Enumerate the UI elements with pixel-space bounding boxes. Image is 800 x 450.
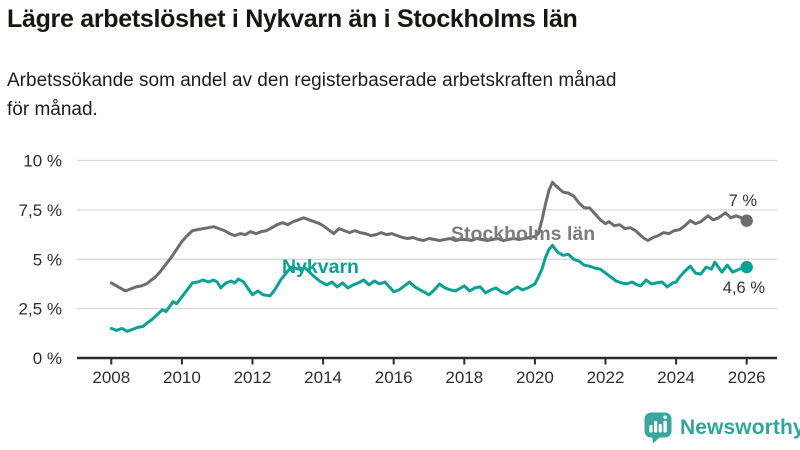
newsworthy-logo-icon: [644, 412, 672, 444]
series-label-stockholms-l-n: Stockholms län: [451, 223, 595, 245]
end-dot-stockholms-l-n: [740, 214, 753, 227]
series-lines: [109, 180, 749, 333]
x-tick-label: 2010: [163, 368, 201, 387]
newsworthy-logo: Newsworthy: [643, 411, 800, 444]
x-tick-label: 2024: [657, 368, 695, 387]
series-end-dots: [740, 214, 753, 274]
x-tick-label: 2012: [234, 368, 272, 387]
x-tick-label: 2014: [304, 368, 342, 387]
x-axis: 2008 2010 2012 2014 2016 2018 2020 2022 2024 2026: [77, 356, 777, 387]
end-value-label-nykvarn: 4,6 %: [723, 279, 766, 297]
x-tick-label: 2022: [587, 368, 625, 387]
y-axis-labels: 0 % 2,5 % 5 % 7,5 % 10 %: [19, 152, 62, 369]
x-tick-label: 2008: [92, 368, 130, 387]
y-tick-label: 10 %: [23, 152, 62, 171]
y-tick-label: 7,5 %: [19, 201, 62, 220]
newsworthy-logo-text: Newsworthy: [680, 415, 800, 439]
chart-title: Lägre arbetslöshet i Nykvarn än i Stockh…: [7, 5, 578, 33]
series-labels: Stockholms län Nykvarn: [282, 223, 595, 278]
x-tick-label: 2026: [728, 368, 766, 387]
chart-subtitle-line1: Arbetssökande som andel av den registerb…: [7, 70, 617, 91]
x-tick-label: 2016: [375, 368, 413, 387]
x-tick-label: 2020: [516, 368, 554, 387]
series-line-stockholms-l-n: [109, 180, 749, 293]
end-value-label-stockholms-l-n: 7 %: [729, 192, 758, 210]
y-tick-label: 5 %: [33, 250, 62, 269]
chart-subtitle: Arbetssökande som andel av den registerb…: [7, 66, 787, 124]
end-dot-nykvarn: [740, 260, 753, 274]
gridlines: [77, 159, 777, 310]
series-label-nykvarn: Nykvarn: [282, 256, 359, 278]
chart-subtitle-line2: för månad.: [7, 99, 98, 120]
y-tick-label: 0 %: [33, 349, 62, 368]
y-tick-label: 2,5 %: [19, 300, 62, 319]
series-line-nykvarn: [109, 243, 749, 333]
end-value-annotations: 7 % 4,6 %: [723, 192, 766, 297]
x-tick-label: 2018: [445, 368, 483, 387]
